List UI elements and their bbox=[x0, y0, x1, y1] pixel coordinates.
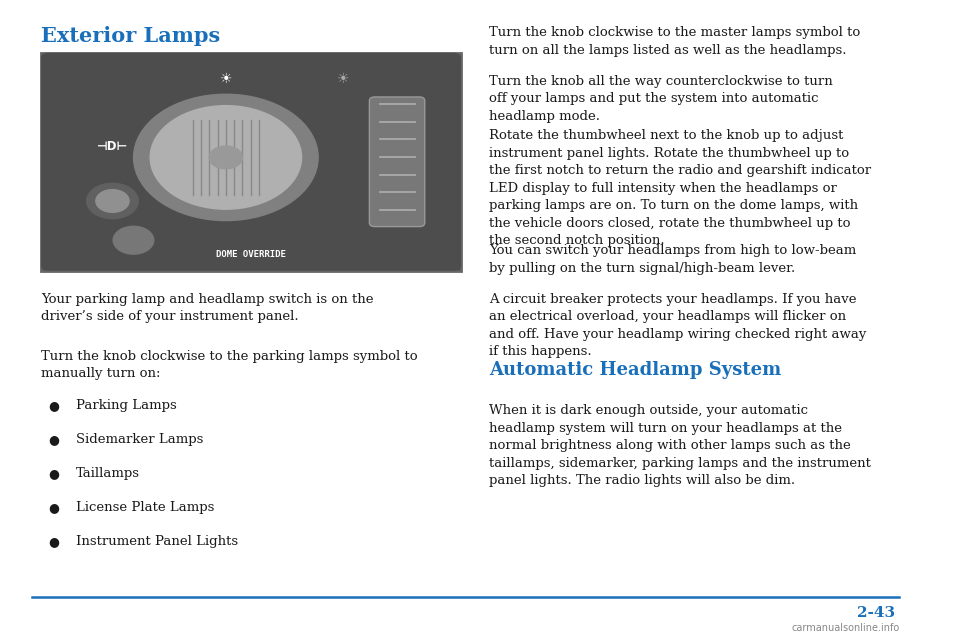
Circle shape bbox=[86, 183, 138, 219]
Text: ●: ● bbox=[48, 536, 60, 548]
Text: ●: ● bbox=[48, 467, 60, 480]
Text: carmanualsonline.info: carmanualsonline.info bbox=[791, 623, 900, 634]
Text: Turn the knob all the way counterclockwise to turn
off your lamps and put the sy: Turn the knob all the way counterclockwi… bbox=[489, 75, 832, 123]
Text: ●: ● bbox=[48, 399, 60, 412]
Text: Parking Lamps: Parking Lamps bbox=[76, 399, 177, 412]
Text: ●: ● bbox=[48, 433, 60, 446]
FancyBboxPatch shape bbox=[370, 97, 424, 227]
Text: ☀: ☀ bbox=[220, 72, 232, 86]
Text: Taillamps: Taillamps bbox=[76, 467, 140, 480]
Text: Your parking lamp and headlamp switch is on the
driver’s side of your instrument: Your parking lamp and headlamp switch is… bbox=[41, 293, 373, 323]
Text: Rotate the thumbwheel next to the knob up to adjust
instrument panel lights. Rot: Rotate the thumbwheel next to the knob u… bbox=[489, 129, 871, 247]
Text: Automatic Headlamp System: Automatic Headlamp System bbox=[489, 361, 781, 379]
Circle shape bbox=[113, 227, 154, 254]
Text: Sidemarker Lamps: Sidemarker Lamps bbox=[76, 433, 204, 446]
FancyBboxPatch shape bbox=[41, 53, 461, 271]
Text: ⊣D⊢: ⊣D⊢ bbox=[97, 140, 128, 153]
Circle shape bbox=[133, 94, 318, 221]
Text: ●: ● bbox=[48, 501, 60, 515]
Text: 2-43: 2-43 bbox=[856, 605, 895, 620]
Text: You can switch your headlamps from high to low-beam
by pulling on the turn signa: You can switch your headlamps from high … bbox=[489, 244, 856, 275]
Text: Exterior Lamps: Exterior Lamps bbox=[41, 26, 221, 46]
Text: When it is dark enough outside, your automatic
headlamp system will turn on your: When it is dark enough outside, your aut… bbox=[489, 404, 871, 487]
Text: Turn the knob clockwise to the parking lamps symbol to
manually turn on:: Turn the knob clockwise to the parking l… bbox=[41, 349, 418, 380]
Text: ☀: ☀ bbox=[337, 72, 349, 86]
Text: License Plate Lamps: License Plate Lamps bbox=[76, 501, 214, 515]
Circle shape bbox=[209, 146, 243, 169]
Text: DOME OVERRIDE: DOME OVERRIDE bbox=[216, 250, 286, 259]
Text: Instrument Panel Lights: Instrument Panel Lights bbox=[76, 536, 238, 548]
Circle shape bbox=[150, 106, 301, 209]
FancyBboxPatch shape bbox=[41, 53, 461, 271]
Text: Turn the knob clockwise to the master lamps symbol to
turn on all the lamps list: Turn the knob clockwise to the master la… bbox=[489, 26, 860, 57]
Circle shape bbox=[96, 189, 129, 212]
Text: A circuit breaker protects your headlamps. If you have
an electrical overload, y: A circuit breaker protects your headlamp… bbox=[489, 293, 866, 358]
